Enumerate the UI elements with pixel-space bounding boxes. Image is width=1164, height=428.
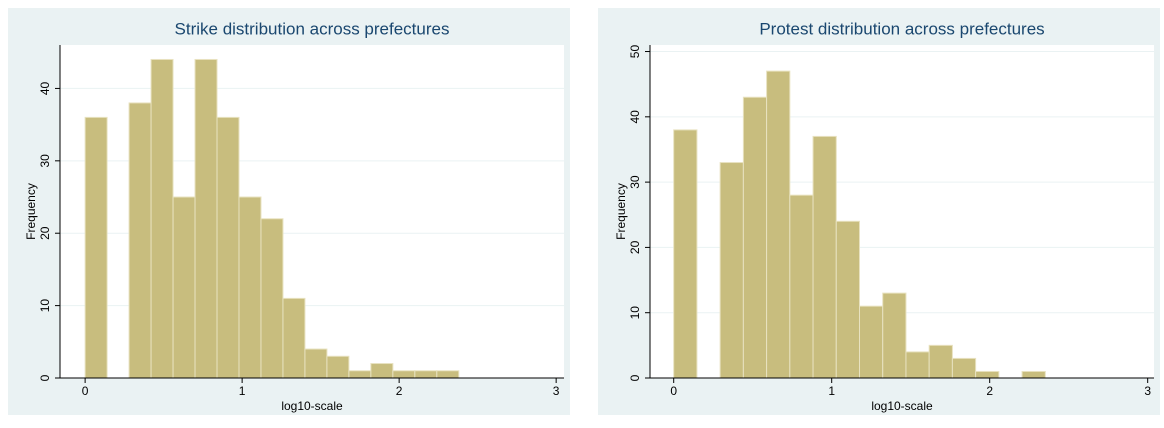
chart-title: Protest distribution across prefectures: [759, 19, 1044, 38]
x-tick-label: 2: [396, 384, 403, 398]
x-tick-label: 0: [670, 384, 677, 398]
bar: [858, 305, 884, 379]
bar: [812, 135, 837, 379]
bar: [194, 58, 218, 379]
y-tick-label: 10: [38, 299, 52, 313]
bar: [673, 129, 698, 379]
bar: [150, 58, 174, 379]
bar: [326, 355, 350, 379]
y-axis-title: Frequency: [614, 183, 628, 240]
bar: [436, 370, 460, 379]
bar: [835, 220, 860, 379]
bar: [282, 297, 306, 379]
bar: [882, 292, 907, 379]
bar: [348, 370, 372, 379]
x-tick-label: 2: [986, 384, 993, 398]
bar: [84, 116, 108, 379]
bar: [172, 196, 196, 379]
bar: [392, 370, 416, 379]
bar: [128, 102, 152, 379]
chart-title: Strike distribution across prefectures: [175, 19, 450, 38]
bar: [928, 344, 953, 379]
y-tick-label: 0: [628, 374, 642, 381]
x-tick-label: 3: [553, 384, 560, 398]
bar: [951, 357, 977, 379]
bar: [905, 351, 930, 379]
x-tick-label: 1: [828, 384, 835, 398]
x-tick-label: 1: [239, 384, 246, 398]
bar: [260, 218, 284, 379]
bar: [414, 370, 438, 379]
y-tick-label: 0: [38, 374, 52, 381]
bar: [719, 162, 744, 379]
y-tick-label: 20: [38, 226, 52, 240]
y-tick-label: 40: [38, 81, 52, 95]
bar: [370, 363, 394, 379]
bar: [975, 370, 1000, 379]
y-tick-label: 10: [628, 306, 642, 320]
x-axis-title: log10-scale: [871, 399, 933, 413]
bar: [216, 116, 240, 379]
bar: [766, 70, 791, 379]
x-tick-label: 3: [1144, 384, 1151, 398]
x-tick-label: 0: [82, 384, 89, 398]
y-tick-label: 30: [38, 154, 52, 168]
bar: [304, 348, 328, 379]
bar: [742, 96, 768, 379]
y-axis-title: Frequency: [24, 183, 38, 240]
y-tick-label: 50: [628, 45, 642, 59]
bar: [238, 196, 262, 379]
x-axis-title: log10-scale: [281, 399, 343, 413]
bar: [1021, 370, 1046, 379]
y-tick-label: 40: [628, 110, 642, 124]
y-tick-label: 20: [628, 240, 642, 254]
y-tick-label: 30: [628, 175, 642, 189]
bar: [789, 194, 814, 379]
